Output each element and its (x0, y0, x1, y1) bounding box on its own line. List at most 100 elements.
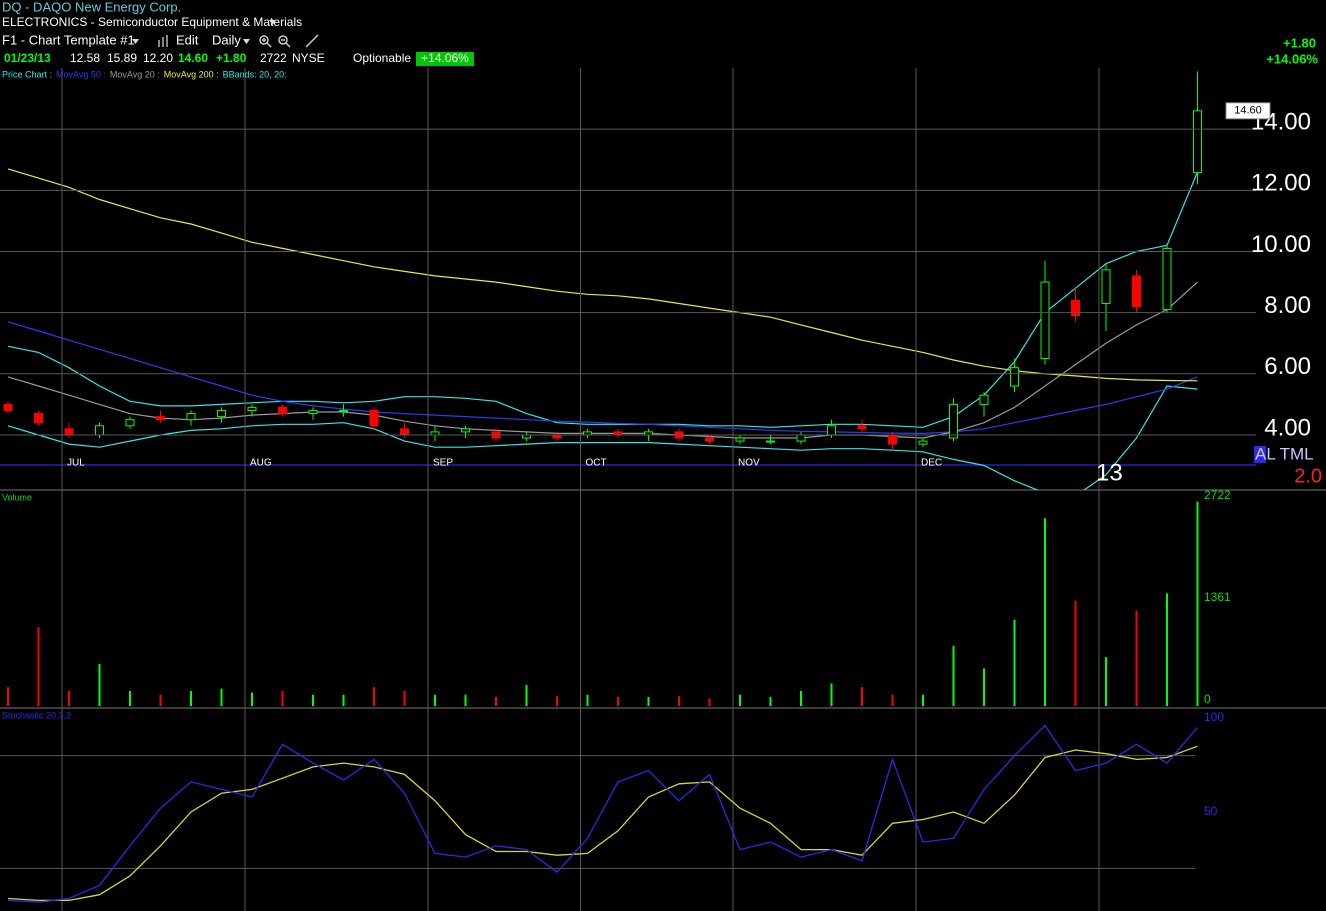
bollinger-band (7, 385, 1198, 490)
period-select[interactable]: Daily (212, 32, 241, 47)
candle-body (3, 403, 13, 411)
symbol-title[interactable]: DQ - DAQO New Energy Corp. (2, 0, 181, 14)
candle-body (186, 413, 196, 421)
quote-open: 12.58 (70, 51, 100, 65)
change-pct-badge (416, 52, 474, 66)
y-tick-label: 2722 (1204, 488, 1231, 502)
quote-high: 15.89 (107, 51, 137, 65)
volume-bar (952, 645, 955, 706)
dropdown-arrow[interactable] (243, 39, 250, 44)
x-tick-label: DEC (921, 458, 942, 469)
bollinger-band (7, 171, 1199, 428)
volume-bar (129, 690, 131, 706)
candle-body (1193, 110, 1202, 174)
volume-bar (861, 687, 863, 706)
candle-body (64, 428, 74, 436)
stochastic-line (7, 724, 1198, 903)
candle-body (1101, 269, 1111, 304)
edit-button[interactable]: Edit (176, 32, 199, 47)
volume-bar (403, 690, 406, 706)
volume-bar (891, 694, 894, 706)
bar-icon[interactable] (158, 35, 168, 47)
dropdown-arrow[interactable] (132, 39, 139, 44)
candle-body (735, 437, 745, 442)
y-tick-label: 4.00 (1264, 414, 1311, 441)
candle-body (766, 440, 775, 443)
candle-body (1132, 275, 1141, 308)
quote-last: 14.60 (178, 51, 208, 65)
candle-body (918, 440, 928, 445)
template[interactable]: F1 - Chart Template #1 (2, 32, 135, 47)
candle-body (247, 406, 257, 411)
volume-bar (373, 687, 375, 706)
price-box (1225, 102, 1271, 120)
legend-item: MovAvg 50 : (56, 69, 106, 79)
y-tick-label: 8.00 (1264, 292, 1311, 319)
side-label: AL TML (1255, 444, 1314, 463)
candle-body (308, 409, 318, 415)
legend-item: MovAvg 200 : (164, 69, 219, 79)
candle-body (369, 409, 379, 427)
volume-bar (678, 696, 680, 706)
price-box-label: 14.60 (1234, 105, 1262, 117)
volume-bar (190, 690, 192, 706)
candle-body (857, 425, 867, 430)
volume-bar (464, 694, 467, 706)
volume-bar (708, 698, 711, 706)
x-tick-label: OCT (586, 458, 607, 469)
volume-bar (37, 627, 40, 706)
volume-bar (556, 696, 558, 706)
candle-body (888, 434, 897, 445)
candle-body (827, 425, 836, 436)
y-tick-label: 100 (1204, 710, 1224, 724)
x-tick-label: JUL (67, 458, 85, 469)
quote-volume: 2722 (260, 51, 287, 65)
legend-item: Price Chart : (2, 69, 52, 79)
optionable: Optionable (353, 51, 411, 65)
change-pct-right: +14.06% (1266, 51, 1318, 66)
volume-bar (739, 694, 741, 706)
volume-bar (342, 694, 345, 706)
quote-change: +1.80 (216, 51, 247, 65)
volume-bar (495, 696, 497, 706)
side-label-badge (1254, 446, 1266, 463)
dropdown-arrow[interactable] (269, 20, 276, 25)
volume-bar (830, 683, 833, 706)
volume-bar (1013, 619, 1016, 706)
candle-body (400, 428, 409, 436)
moving-average (7, 281, 1198, 439)
y-tick-label: 0 (1204, 692, 1211, 706)
candle-body (949, 403, 958, 439)
volume-bar (1044, 518, 1046, 706)
y-tick-label: 6.00 (1264, 353, 1311, 380)
candle-body (1162, 247, 1172, 311)
volume-bar (983, 668, 985, 706)
panel-title: Stochastic 20,3,2 (2, 710, 71, 720)
candle-body (125, 419, 135, 427)
quote-date: 01/23/13 (4, 51, 51, 65)
candle-body (796, 434, 806, 442)
x-tick-label: SEP (433, 458, 453, 469)
zoom-out[interactable] (278, 35, 291, 48)
volume-bar (1135, 610, 1138, 706)
x-tick-label: NOV (738, 458, 760, 469)
panel-title: Volume (2, 492, 32, 502)
candle-body (1010, 367, 1019, 387)
candle-body (339, 409, 348, 412)
industry[interactable]: ELECTRONICS - Semiconductor Equipment & … (2, 15, 302, 29)
candle-body (705, 437, 714, 442)
price-plot (3, 71, 1202, 490)
candle-body (34, 413, 43, 424)
moving-average (7, 321, 1198, 435)
candle-body (278, 406, 287, 415)
candle-body (1071, 299, 1080, 317)
legend-item: BBands: 20, 20: (223, 69, 287, 79)
volume-bar (434, 694, 436, 706)
volume-bar (68, 690, 70, 706)
draw-tool[interactable] (305, 34, 319, 48)
x-tick-label: AUG (250, 458, 272, 469)
volume-bar (281, 690, 284, 706)
zoom-in[interactable] (259, 35, 272, 48)
